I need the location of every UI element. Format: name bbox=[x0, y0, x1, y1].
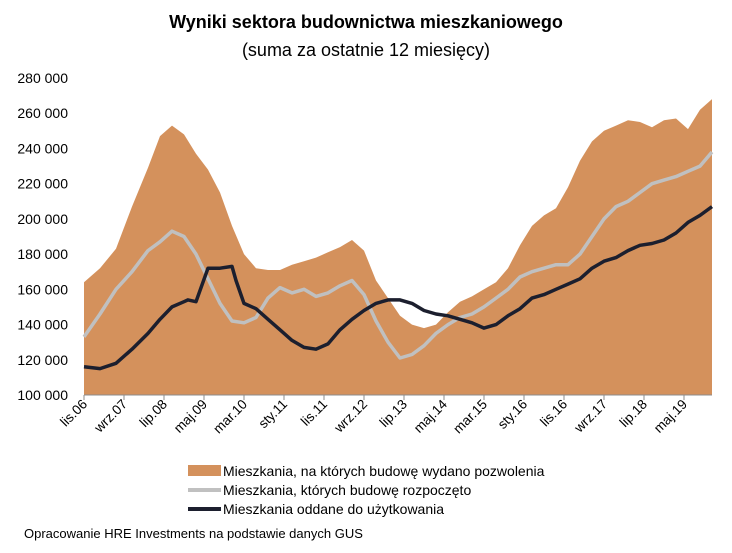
chart-legend: Mieszkania, na których budowę wydano poz… bbox=[188, 461, 544, 518]
legend-swatch-started bbox=[188, 487, 221, 492]
series-area-permits bbox=[84, 99, 712, 395]
x-tick-label: sty.11 bbox=[255, 397, 290, 432]
x-tick-label: wrz.12 bbox=[331, 397, 370, 436]
housing-chart: 100 000 120 000 140 000 160 000 180 000 200 0… bbox=[17, 70, 714, 437]
y-tick-label: 280 000 bbox=[17, 70, 68, 86]
x-tick-label: mar.15 bbox=[450, 397, 490, 437]
y-tick-label: 200 000 bbox=[17, 211, 68, 227]
legend-label-started: Mieszkania, których budowę rozpoczęto bbox=[223, 481, 472, 498]
y-tick-label: 180 000 bbox=[17, 246, 68, 262]
legend-label-completed: Mieszkania oddane do użytkowania bbox=[223, 500, 445, 517]
y-tick-label: 140 000 bbox=[17, 317, 68, 333]
legend-item-completed: Mieszkania oddane do użytkowania bbox=[188, 499, 544, 518]
series-line-started bbox=[82, 150, 714, 360]
x-tick-label: wrz.17 bbox=[571, 397, 610, 436]
chart-subtitle: (suma za ostatnie 12 miesięcy) bbox=[241, 40, 491, 60]
source-note: Opracowanie HRE Investments na podstawie… bbox=[24, 526, 363, 541]
x-tick-label: sty.16 bbox=[495, 397, 530, 432]
x-tick-label: maj.14 bbox=[411, 396, 451, 436]
legend-label-permits: Mieszkania, na których budowę wydano poz… bbox=[223, 462, 545, 479]
x-tick-label: lip.13 bbox=[377, 397, 410, 430]
chart-title: Wyniki sektora budownictwa mieszkanioweg… bbox=[169, 12, 563, 32]
legend-swatch-permits bbox=[188, 465, 221, 476]
x-tick-label: lip.18 bbox=[617, 397, 650, 430]
y-tick-label: 240 000 bbox=[17, 140, 68, 156]
x-tick-label: mar.10 bbox=[210, 397, 250, 437]
y-tick-label: 120 000 bbox=[17, 352, 68, 368]
x-tick-label: lis.11 bbox=[298, 397, 330, 429]
x-tick-label: maj.09 bbox=[171, 397, 210, 436]
y-tick-label: 220 000 bbox=[17, 176, 68, 192]
legend-swatch-completed bbox=[188, 506, 221, 511]
x-tick-label: maj.19 bbox=[651, 397, 690, 436]
x-tick-label: lip.08 bbox=[137, 397, 170, 430]
legend-item-permits: Mieszkania, na których budowę wydano poz… bbox=[188, 461, 544, 480]
series-line-completed bbox=[83, 205, 714, 371]
legend-item-started: Mieszkania, których budowę rozpoczęto bbox=[188, 480, 544, 499]
x-tick-label: wrz.07 bbox=[91, 397, 130, 436]
y-tick-label: 160 000 bbox=[17, 281, 68, 297]
y-tick-label: 100 000 bbox=[17, 387, 68, 403]
x-tick-label: lis.16 bbox=[537, 397, 570, 430]
y-tick-label: 260 000 bbox=[17, 105, 68, 121]
